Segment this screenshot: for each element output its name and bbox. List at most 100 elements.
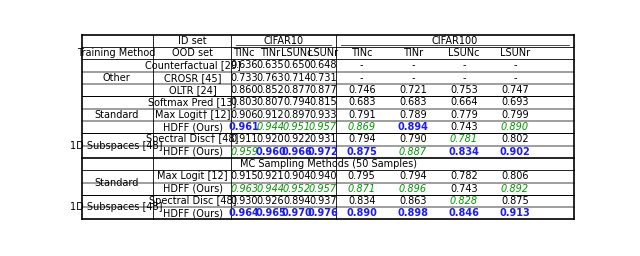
Text: 1D Subspaces [48]: 1D Subspaces [48] — [70, 141, 163, 151]
Text: 0.966: 0.966 — [282, 147, 312, 157]
Text: 0.763: 0.763 — [257, 73, 284, 83]
Text: LSUNc: LSUNc — [448, 48, 479, 58]
Text: 0.871: 0.871 — [348, 184, 376, 194]
Text: 0.789: 0.789 — [399, 110, 427, 120]
Text: 0.894: 0.894 — [397, 122, 428, 132]
Text: 0.753: 0.753 — [450, 85, 478, 95]
Text: 0.930: 0.930 — [230, 196, 258, 206]
Text: 0.807: 0.807 — [257, 98, 284, 108]
Text: Spectral Disc [48]: Spectral Disc [48] — [149, 196, 236, 206]
Text: 0.915: 0.915 — [230, 171, 258, 181]
Text: 0.963: 0.963 — [230, 184, 258, 194]
Text: 0.860: 0.860 — [230, 85, 258, 95]
Text: 0.877: 0.877 — [283, 85, 310, 95]
Text: 0.846: 0.846 — [449, 208, 479, 218]
Text: 0.693: 0.693 — [501, 98, 529, 108]
Text: 0.890: 0.890 — [501, 122, 529, 132]
Text: 0.731: 0.731 — [309, 73, 337, 83]
Text: 0.806: 0.806 — [501, 171, 529, 181]
Text: 0.794: 0.794 — [399, 171, 427, 181]
Text: 0.952: 0.952 — [283, 184, 311, 194]
Text: 0.913: 0.913 — [500, 208, 531, 218]
Text: Softmax Pred [13]: Softmax Pred [13] — [148, 98, 237, 108]
Text: HDFF (Ours): HDFF (Ours) — [163, 208, 223, 218]
Text: ID set: ID set — [179, 36, 207, 46]
Text: 0.781: 0.781 — [450, 134, 478, 144]
Text: 0.972: 0.972 — [308, 147, 339, 157]
Text: 0.733: 0.733 — [230, 73, 258, 83]
Text: HDFF (Ours): HDFF (Ours) — [163, 147, 223, 157]
Text: LSUNc: LSUNc — [281, 48, 312, 58]
Text: 0.933: 0.933 — [309, 110, 337, 120]
Text: 0.863: 0.863 — [399, 196, 427, 206]
Text: 0.834: 0.834 — [449, 147, 479, 157]
Text: MC Sampling Methods (50 Samples): MC Sampling Methods (50 Samples) — [239, 159, 417, 169]
Text: 0.965: 0.965 — [255, 208, 286, 218]
Text: -: - — [513, 60, 516, 70]
Text: 0.890: 0.890 — [346, 208, 377, 218]
Text: 0.964: 0.964 — [229, 208, 260, 218]
Text: 0.892: 0.892 — [501, 184, 529, 194]
Text: 0.721: 0.721 — [399, 85, 427, 95]
Text: 0.937: 0.937 — [309, 196, 337, 206]
Text: 0.683: 0.683 — [399, 98, 427, 108]
Text: -: - — [411, 60, 415, 70]
Text: 0.898: 0.898 — [397, 208, 428, 218]
Text: 0.959: 0.959 — [230, 147, 258, 157]
Text: TINr: TINr — [260, 48, 280, 58]
Text: HDFF (Ours): HDFF (Ours) — [163, 184, 223, 194]
Text: Training Method: Training Method — [77, 48, 156, 58]
Text: -: - — [411, 73, 415, 83]
Text: 0.875: 0.875 — [346, 147, 377, 157]
Text: -: - — [462, 73, 466, 83]
Text: 0.921: 0.921 — [257, 171, 284, 181]
Text: 0.875: 0.875 — [501, 196, 529, 206]
Text: 0.743: 0.743 — [450, 184, 477, 194]
Text: OOD set: OOD set — [172, 48, 213, 58]
Text: 0.931: 0.931 — [309, 134, 337, 144]
Text: 0.920: 0.920 — [257, 134, 284, 144]
Text: 0.944: 0.944 — [257, 122, 285, 132]
Text: 0.746: 0.746 — [348, 85, 376, 95]
Text: 0.940: 0.940 — [309, 171, 337, 181]
Text: 0.912: 0.912 — [257, 110, 284, 120]
Text: -: - — [360, 60, 364, 70]
Text: 0.664: 0.664 — [450, 98, 477, 108]
Text: 0.894: 0.894 — [283, 196, 310, 206]
Text: Max Logit [12]: Max Logit [12] — [157, 171, 228, 181]
Text: 0.902: 0.902 — [500, 147, 531, 157]
Text: 0.960: 0.960 — [255, 147, 286, 157]
Text: OLTR [24]: OLTR [24] — [169, 85, 216, 95]
Text: 0.743: 0.743 — [450, 122, 477, 132]
Text: 0.803: 0.803 — [230, 98, 258, 108]
Text: CIFAR10: CIFAR10 — [264, 36, 304, 46]
Text: 0.650: 0.650 — [283, 60, 310, 70]
Text: 0.794: 0.794 — [348, 134, 376, 144]
Text: 0.790: 0.790 — [399, 134, 427, 144]
Text: 0.976: 0.976 — [308, 208, 339, 218]
Text: 0.906: 0.906 — [230, 110, 258, 120]
Text: 0.683: 0.683 — [348, 98, 376, 108]
Text: -: - — [462, 60, 466, 70]
Text: 0.904: 0.904 — [283, 171, 310, 181]
Text: 0.944: 0.944 — [257, 184, 285, 194]
Text: 0.795: 0.795 — [348, 171, 376, 181]
Text: 0.779: 0.779 — [450, 110, 478, 120]
Text: -: - — [360, 73, 364, 83]
Text: 0.834: 0.834 — [348, 196, 376, 206]
Text: CIFAR100: CIFAR100 — [432, 36, 478, 46]
Text: HDFF (Ours): HDFF (Ours) — [163, 122, 223, 132]
Text: 0.714: 0.714 — [283, 73, 310, 83]
Text: 0.922: 0.922 — [283, 134, 310, 144]
Text: TINr: TINr — [403, 48, 423, 58]
Text: 0.896: 0.896 — [399, 184, 427, 194]
Text: 0.957: 0.957 — [309, 184, 337, 194]
Text: 0.869: 0.869 — [348, 122, 376, 132]
Text: 0.877: 0.877 — [309, 85, 337, 95]
Text: -: - — [513, 73, 516, 83]
Text: 0.951: 0.951 — [283, 122, 311, 132]
Text: 0.791: 0.791 — [348, 110, 376, 120]
Text: 0.815: 0.815 — [309, 98, 337, 108]
Text: 0.961: 0.961 — [229, 122, 260, 132]
Text: Standard: Standard — [95, 177, 139, 187]
